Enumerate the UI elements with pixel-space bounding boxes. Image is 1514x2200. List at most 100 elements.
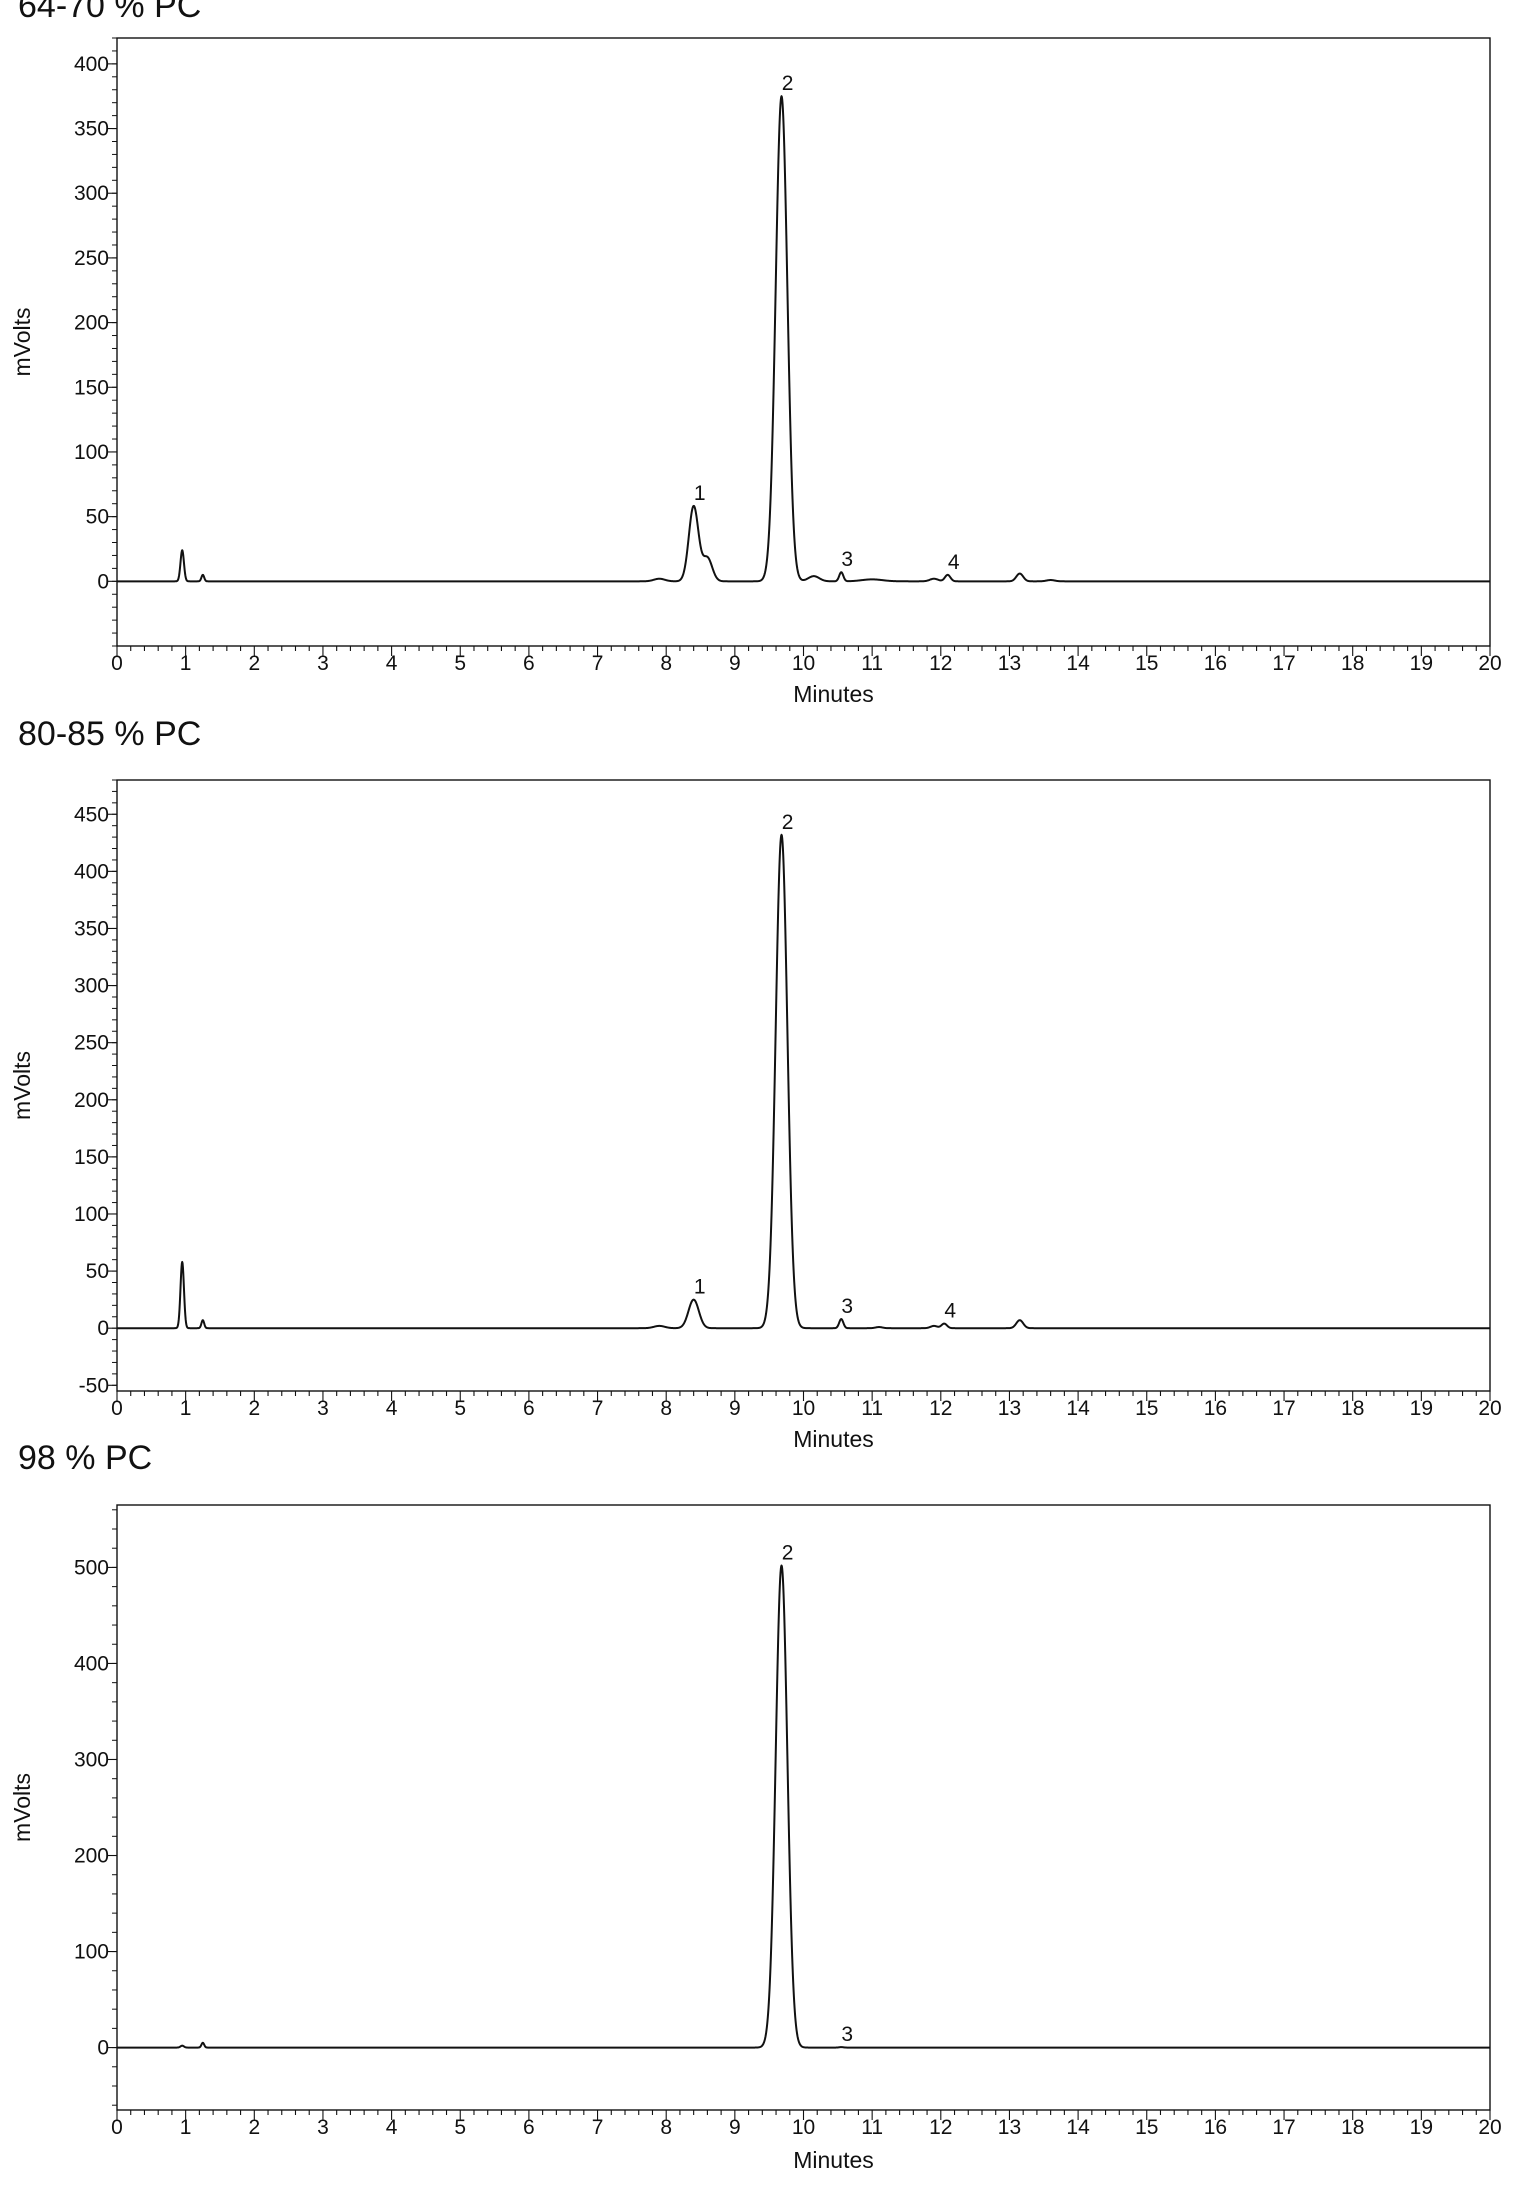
x-tick-label: 3: [317, 652, 329, 675]
x-tick-label: 16: [1204, 652, 1227, 675]
y-axis-label: mVolts: [9, 1051, 35, 1120]
x-tick-label: 14: [1066, 2116, 1090, 2139]
x-tick-label: 17: [1272, 1397, 1295, 1420]
y-tick-label: -50: [79, 1374, 109, 1397]
x-tick-label: 10: [792, 1397, 815, 1420]
x-tick-label: 20: [1478, 2116, 1501, 2139]
x-tick-label: 7: [592, 652, 604, 675]
peak-label-1: 1: [694, 482, 706, 505]
x-tick-label: 9: [729, 652, 741, 675]
y-tick-label: 100: [74, 441, 109, 464]
x-tick-label: 10: [792, 652, 815, 675]
peak-label-2: 2: [782, 811, 794, 834]
x-tick-label: 2: [248, 1397, 260, 1420]
x-tick-label: 19: [1410, 652, 1433, 675]
chromatogram-98-pc: 0 1 2 3 4 5 6 7 8 9 10 11 12 13 14 15 16 17 18 19 2001002003…: [9, 1504, 1502, 2173]
y-tick-label: 200: [74, 312, 109, 335]
x-axis-label: Minutes: [793, 2147, 874, 2173]
x-tick-label: 0: [111, 2116, 123, 2139]
x-tick-label: 14: [1066, 1397, 1090, 1420]
y-tick-label: 350: [74, 118, 109, 141]
y-tick-label: 50: [86, 506, 109, 529]
x-tick-label: 9: [729, 1397, 741, 1420]
y-tick-label: 200: [74, 1845, 109, 1868]
chromatogram-trace: [116, 95, 1491, 583]
y-tick-label: 0: [97, 1317, 109, 1340]
y-tick-label: 400: [74, 860, 109, 883]
x-tick-label: 16: [1204, 2116, 1227, 2139]
x-tick-label: 2: [248, 2116, 260, 2139]
x-tick-label: 1: [180, 652, 192, 675]
x-axis-label: Minutes: [793, 1426, 874, 1452]
chromatogram-trace: [116, 833, 1491, 1330]
x-tick-label: 13: [998, 1397, 1021, 1420]
x-tick-label: 8: [660, 652, 672, 675]
x-axis-label: Minutes: [793, 681, 874, 707]
x-tick-label: 4: [386, 1397, 398, 1420]
x-tick-label: 11: [861, 1397, 883, 1420]
peak-label-4: 4: [944, 1300, 956, 1323]
x-tick-label: 0: [111, 652, 123, 675]
x-tick-label: 11: [861, 652, 883, 675]
x-tick-label: 17: [1272, 652, 1295, 675]
x-tick-label: 15: [1135, 1397, 1158, 1420]
x-tick-label: 4: [386, 2116, 398, 2139]
peak-label-1: 1: [694, 1276, 706, 1299]
y-tick-label: 0: [97, 570, 109, 593]
x-tick-label: 14: [1066, 652, 1090, 675]
x-tick-label: 7: [592, 1397, 604, 1420]
x-tick-label: 10: [792, 2116, 815, 2139]
plot-frame: [116, 779, 1491, 1392]
x-tick-label: 11: [861, 2116, 883, 2139]
peak-label-2: 2: [782, 72, 794, 95]
x-tick-label: 13: [998, 2116, 1021, 2139]
x-tick-label: 15: [1135, 2116, 1158, 2139]
y-tick-label: 100: [74, 1941, 109, 1964]
y-tick-label: 250: [74, 247, 109, 270]
x-tick-label: 16: [1204, 1397, 1227, 1420]
x-tick-label: 5: [454, 1397, 466, 1420]
y-tick-label: 400: [74, 53, 109, 76]
x-tick-label: 19: [1410, 1397, 1433, 1420]
peak-label-3: 3: [841, 2023, 853, 2046]
x-tick-label: 5: [454, 652, 466, 675]
peak-label-3: 3: [841, 1295, 853, 1318]
y-tick-label: 150: [74, 1146, 109, 1169]
peak-label-2: 2: [782, 1542, 794, 1565]
y-axis-label: mVolts: [9, 1773, 35, 1842]
x-tick-label: 19: [1410, 2116, 1433, 2139]
x-tick-label: 13: [998, 652, 1021, 675]
x-tick-label: 20: [1478, 1397, 1501, 1420]
y-tick-label: 200: [74, 1089, 109, 1112]
chart-title-98: 98 % PC: [18, 1439, 153, 1477]
x-tick-label: 0: [111, 1397, 123, 1420]
x-tick-label: 1: [180, 1397, 192, 1420]
x-tick-label: 15: [1135, 652, 1158, 675]
y-tick-label: 500: [74, 1556, 109, 1579]
peak-label-4: 4: [948, 551, 960, 574]
plot-frame: [116, 1504, 1491, 2111]
x-tick-label: 18: [1341, 1397, 1364, 1420]
x-tick-label: 12: [929, 2116, 952, 2139]
x-tick-label: 2: [248, 652, 260, 675]
y-tick-label: 350: [74, 917, 109, 940]
y-tick-label: 400: [74, 1652, 109, 1675]
y-tick-label: 150: [74, 376, 109, 399]
x-tick-label: 6: [523, 1397, 535, 1420]
x-tick-label: 1: [180, 2116, 192, 2139]
x-tick-label: 8: [660, 1397, 672, 1420]
chart-title-80-85: 80-85 % PC: [18, 715, 202, 753]
x-tick-label: 8: [660, 2116, 672, 2139]
chromatogram-80-85-pc: 0 1 2 3 4 5 6 7 8 9 10 11 12 13 14 15 16 17 18 19 20-5005010…: [9, 779, 1502, 1452]
x-tick-label: 20: [1478, 652, 1501, 675]
y-tick-label: 250: [74, 1032, 109, 1055]
y-axis-label: mVolts: [9, 307, 35, 376]
y-tick-label: 100: [74, 1203, 109, 1226]
x-tick-label: 6: [523, 2116, 535, 2139]
y-tick-label: 0: [97, 2037, 109, 2060]
x-tick-label: 17: [1272, 2116, 1295, 2139]
x-tick-label: 12: [929, 652, 952, 675]
x-tick-label: 7: [592, 2116, 604, 2139]
y-tick-label: 300: [74, 975, 109, 998]
